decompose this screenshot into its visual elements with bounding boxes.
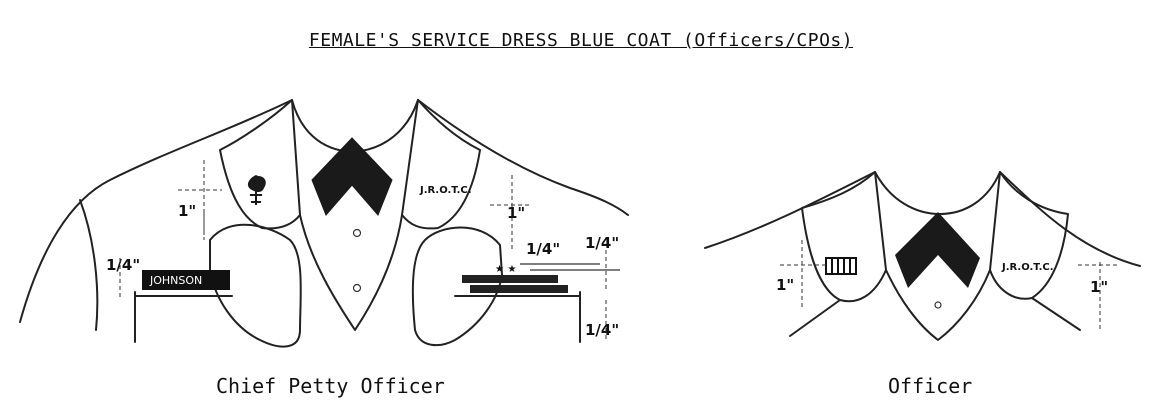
officer-neck-tab [895,212,980,288]
officer-button [934,301,942,309]
cpo-measure-ribbon-gap: 1/4" [526,240,560,258]
officer-collar-device-right: J.R.O.T.C. [1001,262,1054,273]
svg-text:★ ★: ★ ★ [495,264,516,275]
officer-shoulder-left [704,171,876,249]
cpo-measure-left-outer: 1/4" [106,256,140,274]
cpo-lapel-right [401,99,481,230]
cpo-shoulder-right [417,99,629,216]
cpo-measure-right-vertical: 1" [507,204,525,222]
cpo-ribbons: ★ ★ [462,264,568,293]
cpo-measure-bottom-right: 1/4" [585,321,619,339]
cpo-shoulder-left [19,99,293,323]
cpo-coat-illustration: JOHNSON ★ ★ J.R.O.T.C. 1" 1/4" 1" 1/4" 1… [19,99,629,348]
caption-chief-petty-officer: Chief Petty Officer [216,374,445,398]
cpo-neck-tab [311,137,393,216]
cpo-collar-device-right: J.R.O.T.C. [419,185,472,196]
officer-shoulder-right [999,171,1141,267]
page-title: FEMALE'S SERVICE DRESS BLUE COAT (Office… [308,30,854,51]
cpo-nameplate-text: JOHNSON [149,274,202,287]
cpo-measure-left-vertical: 1" [178,202,196,220]
cpo-measure-top-right: 1/4" [585,234,619,252]
caption-officer: Officer [888,374,973,398]
cpo-button-upper [352,228,362,238]
officer-measure-right: 1" [1090,278,1108,296]
officer-rank-insignia-icon [825,257,857,275]
cpo-button-lower [352,283,362,293]
cpo-nameplate [142,270,230,290]
cpo-collar-device-left-icon [247,175,266,205]
officer-coat-illustration: J.R.O.T.C. 1" 1" [704,171,1141,341]
cpo-lapel-left [219,99,301,230]
officer-measure-left: 1" [776,276,794,294]
